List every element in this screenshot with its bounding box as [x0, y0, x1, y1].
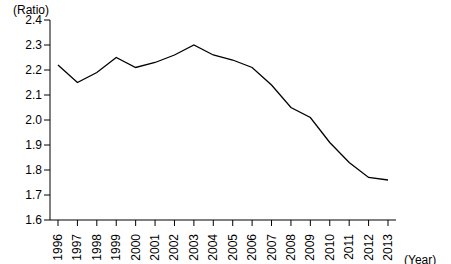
svg-text:2007: 2007 — [265, 234, 279, 261]
svg-text:2013: 2013 — [381, 234, 395, 261]
svg-text:2012: 2012 — [362, 234, 376, 261]
svg-text:2009: 2009 — [303, 234, 317, 261]
svg-text:2006: 2006 — [245, 234, 259, 261]
svg-text:1999: 1999 — [109, 234, 123, 261]
svg-text:2.2: 2.2 — [25, 63, 42, 77]
svg-text:2005: 2005 — [226, 234, 240, 261]
svg-text:2010: 2010 — [323, 234, 337, 261]
svg-text:(Year): (Year) — [404, 253, 436, 264]
svg-text:2000: 2000 — [129, 234, 143, 261]
svg-text:2004: 2004 — [206, 234, 220, 261]
svg-text:1996: 1996 — [51, 234, 65, 261]
svg-text:1.9: 1.9 — [25, 138, 42, 152]
svg-text:2008: 2008 — [284, 234, 298, 261]
svg-text:1998: 1998 — [90, 234, 104, 261]
svg-text:2.3: 2.3 — [25, 38, 42, 52]
svg-text:1.6: 1.6 — [25, 213, 42, 227]
svg-text:2.4: 2.4 — [25, 13, 42, 28]
svg-text:1.8: 1.8 — [25, 163, 42, 177]
svg-text:2003: 2003 — [187, 234, 201, 261]
svg-text:2011: 2011 — [342, 234, 356, 260]
svg-text:(Ratio): (Ratio) — [13, 3, 49, 17]
svg-text:1.7: 1.7 — [25, 188, 42, 202]
svg-text:2002: 2002 — [167, 234, 181, 261]
svg-text:2.0: 2.0 — [25, 113, 42, 127]
svg-text:1997: 1997 — [70, 234, 84, 261]
svg-text:2.1: 2.1 — [25, 88, 42, 102]
svg-text:2001: 2001 — [148, 234, 162, 261]
